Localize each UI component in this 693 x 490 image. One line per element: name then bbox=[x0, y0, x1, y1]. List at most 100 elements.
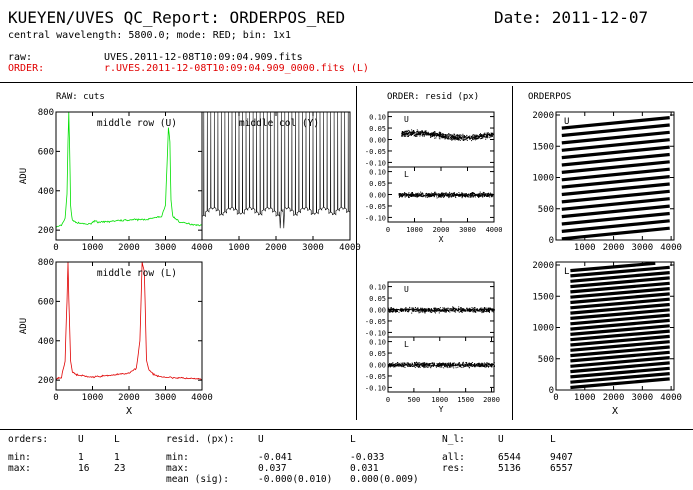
raw-file: UVES.2011-12-08T10:09:04.909.fits bbox=[104, 52, 303, 63]
resid-max-l: 0.031 bbox=[350, 463, 379, 474]
order-trace bbox=[570, 318, 670, 331]
order-trace bbox=[570, 366, 670, 379]
xtick-label: 2000 bbox=[603, 393, 625, 403]
ytick-label: 200 bbox=[38, 376, 54, 386]
xtick-label: 4000 bbox=[191, 243, 213, 253]
xtick-label: 0 bbox=[53, 243, 58, 253]
nl-res-u: 5136 bbox=[498, 463, 521, 474]
ytick-label: 800 bbox=[38, 258, 54, 268]
ytick-label: 0.00 bbox=[369, 192, 386, 200]
ytick-label: 0.00 bbox=[369, 307, 386, 315]
nl-all-u: 6544 bbox=[498, 452, 521, 463]
nl-res-l: 6557 bbox=[550, 463, 573, 474]
order-trace bbox=[561, 204, 670, 219]
plot-annotation: L bbox=[404, 340, 409, 349]
resid-mean-u: -0.000(0.010) bbox=[258, 474, 333, 485]
order-trace bbox=[561, 160, 670, 174]
resid-min-label: min: bbox=[166, 452, 189, 463]
xtick-label: 2000 bbox=[118, 393, 140, 403]
xtick-label: 2000 bbox=[265, 243, 287, 253]
order-trace bbox=[570, 313, 670, 326]
plot-annotation: L bbox=[404, 170, 409, 179]
ytick-label: 1500 bbox=[532, 142, 554, 152]
xlabel: X bbox=[126, 406, 132, 417]
order-trace bbox=[570, 287, 670, 299]
order-label: ORDER: bbox=[8, 63, 45, 74]
order-trace bbox=[561, 152, 670, 167]
series-line-raw_u bbox=[55, 111, 203, 228]
column-separator-1 bbox=[356, 86, 357, 420]
xtick-label: 3000 bbox=[459, 226, 476, 234]
orders-label: orders: bbox=[8, 434, 49, 445]
xtick-label: 1000 bbox=[82, 243, 104, 253]
order-trace bbox=[570, 292, 670, 305]
raw-section-title: RAW: cuts bbox=[56, 92, 105, 102]
xtick-label: 3000 bbox=[155, 243, 177, 253]
orders-min-l: 1 bbox=[114, 452, 120, 463]
order-trace bbox=[570, 361, 670, 374]
order-trace bbox=[570, 265, 670, 278]
order-trace bbox=[561, 116, 670, 130]
ytick-label: 0.05 bbox=[369, 350, 386, 358]
order-trace bbox=[570, 281, 670, 294]
ytick-label: 0.05 bbox=[369, 125, 386, 133]
ytick-label: 0 bbox=[549, 386, 554, 396]
ytick-label: 200 bbox=[38, 226, 54, 236]
orders-min-label: min: bbox=[8, 452, 31, 463]
nl-col-u: U bbox=[498, 434, 504, 445]
order-trace bbox=[561, 189, 670, 204]
xtick-label: 1500 bbox=[457, 396, 474, 404]
order-trace bbox=[570, 308, 670, 320]
ytick-label: -0.05 bbox=[365, 318, 386, 326]
orders-col-l: L bbox=[114, 434, 120, 445]
orders-min-u: 1 bbox=[78, 452, 84, 463]
xtick-label: 3000 bbox=[631, 393, 653, 403]
order-trace bbox=[570, 372, 670, 384]
xlabel: Y bbox=[439, 405, 444, 414]
order-trace bbox=[570, 329, 670, 342]
ytick-label: -0.05 bbox=[365, 203, 386, 211]
xtick-label: 4000 bbox=[191, 393, 213, 403]
order-trace bbox=[561, 226, 670, 241]
order-trace bbox=[570, 271, 670, 283]
resid-col-l: L bbox=[350, 434, 356, 445]
xlabel: X bbox=[612, 406, 618, 417]
xtick-label: 2000 bbox=[603, 243, 625, 253]
plot-frame-orderpos_l bbox=[555, 261, 675, 391]
ytick-label: 600 bbox=[38, 297, 54, 307]
resid-label: resid. (px): bbox=[166, 434, 235, 445]
ytick-label: 400 bbox=[38, 187, 54, 197]
plot-frame-orderpos_u bbox=[555, 111, 675, 241]
ytick-label: 0.10 bbox=[369, 114, 386, 122]
order-trace bbox=[561, 167, 670, 182]
ytick-label: 2000 bbox=[532, 261, 554, 271]
ytick-label: 0.05 bbox=[369, 180, 386, 188]
order-trace bbox=[570, 334, 670, 347]
orderpos-section-title: ORDERPOS bbox=[528, 92, 572, 102]
raw-label: raw: bbox=[8, 52, 33, 63]
order-trace bbox=[570, 324, 670, 336]
xtick-label: 0 bbox=[386, 396, 390, 404]
report-subtitle: central wavelength: 5800.0; mode: RED; b… bbox=[8, 30, 291, 41]
ytick-label: 1500 bbox=[532, 292, 554, 302]
order-trace bbox=[570, 276, 670, 289]
ytick-label: 800 bbox=[38, 108, 54, 118]
ytick-label: 0.00 bbox=[369, 137, 386, 145]
ytick-label: -0.10 bbox=[365, 384, 386, 392]
resid-min-l: -0.033 bbox=[350, 452, 385, 463]
order-trace bbox=[570, 356, 670, 368]
resid-max-u: 0.037 bbox=[258, 463, 287, 474]
xtick-label: 3000 bbox=[155, 393, 177, 403]
scatter-points-resid_x_u bbox=[401, 129, 494, 142]
xtick-label: 4000 bbox=[486, 226, 503, 234]
nl-col-l: L bbox=[550, 434, 556, 445]
plot-annotation: middle row (L) bbox=[97, 268, 177, 279]
top-separator bbox=[0, 82, 693, 83]
order-trace bbox=[570, 261, 656, 273]
order-trace bbox=[570, 345, 670, 358]
orders-max-label: max: bbox=[8, 463, 31, 474]
series-line-raw_l bbox=[55, 261, 203, 381]
xtick-label: 500 bbox=[408, 396, 421, 404]
orders-max-u: 16 bbox=[78, 463, 90, 474]
order-trace bbox=[561, 182, 670, 197]
